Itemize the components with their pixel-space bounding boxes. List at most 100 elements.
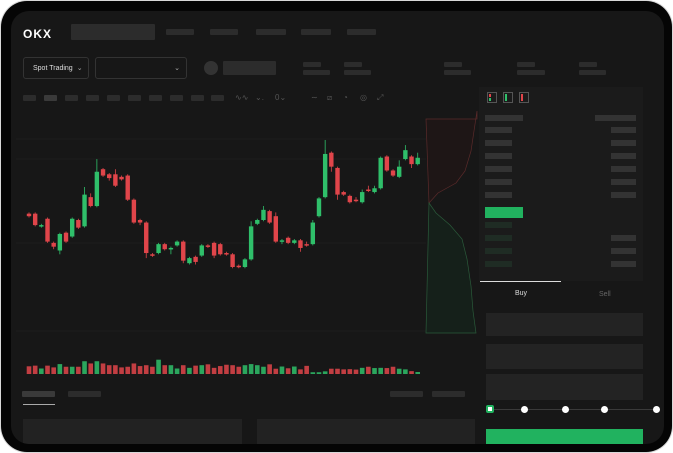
volume-bar xyxy=(100,363,106,374)
candle-body xyxy=(279,240,285,242)
candle-body xyxy=(88,197,93,207)
slider-step-50[interactable] xyxy=(562,406,569,413)
volume-bar xyxy=(193,365,198,374)
interval-button[interactable] xyxy=(149,95,162,101)
volume-bar xyxy=(304,365,309,374)
orderbook-amount xyxy=(611,248,636,254)
candle-body xyxy=(255,220,260,224)
nav-item[interactable] xyxy=(256,29,286,35)
candle-body xyxy=(310,222,316,245)
buy-button[interactable] xyxy=(486,429,643,444)
volume-bar xyxy=(94,361,100,374)
volume-bar xyxy=(359,367,365,374)
volume-bar xyxy=(57,364,63,374)
tab-buy[interactable]: Buy xyxy=(515,290,528,297)
interval-button[interactable] xyxy=(44,95,57,101)
pair-dropdown[interactable]: ⌄ xyxy=(95,57,187,79)
volume-bar xyxy=(292,366,297,374)
nav-item[interactable] xyxy=(166,29,194,35)
slider-step-75[interactable] xyxy=(601,406,608,413)
candle-body xyxy=(347,195,353,203)
percent-slider-handle[interactable] xyxy=(486,405,494,413)
filter-button[interactable] xyxy=(432,391,465,397)
bids-only-icon[interactable] xyxy=(503,92,513,103)
spot-trading-dropdown[interactable]: Spot Trading ⌄ xyxy=(23,57,89,79)
tab-order-history[interactable] xyxy=(68,391,101,397)
interval-button[interactable] xyxy=(107,95,120,101)
candle-body xyxy=(45,218,50,242)
tab-underline xyxy=(23,404,55,405)
volume-bar xyxy=(119,367,124,374)
volume-bar xyxy=(310,372,316,374)
stat-value xyxy=(444,70,471,75)
nav-item[interactable] xyxy=(210,29,238,35)
orderbook-amount xyxy=(611,166,636,172)
both-sides-icon[interactable] xyxy=(487,92,497,103)
volume-bar xyxy=(106,365,112,374)
orderbook-price xyxy=(485,127,512,133)
volume-bar xyxy=(230,365,235,374)
chevron-down-icon: ⌄ xyxy=(76,65,83,72)
tab-open-orders[interactable] xyxy=(22,391,55,397)
volume-bar xyxy=(285,368,291,374)
filter-button[interactable] xyxy=(390,391,423,397)
interval-button[interactable] xyxy=(211,95,224,101)
percent-slider-track[interactable] xyxy=(489,409,657,410)
interval-button[interactable] xyxy=(65,95,78,101)
nav-item[interactable] xyxy=(347,29,376,35)
candle-body xyxy=(174,241,180,246)
okx-logo: OKX xyxy=(23,27,53,41)
line-tool-icon[interactable]: ∼ xyxy=(311,93,318,102)
orderbook-price xyxy=(485,222,512,228)
volume-bar xyxy=(162,365,168,374)
candlestick-chart[interactable] xyxy=(16,111,481,381)
volume-bar xyxy=(366,366,371,374)
compare-icon[interactable]: 0⌄ xyxy=(275,93,287,102)
interval-button[interactable] xyxy=(128,95,141,101)
volume-bar xyxy=(279,366,285,374)
camera-icon[interactable]: ◔ xyxy=(343,93,348,102)
candle-body xyxy=(409,156,414,165)
orderbook-view-toggle xyxy=(487,92,529,103)
price-input[interactable] xyxy=(486,313,643,336)
candle-body xyxy=(292,240,297,243)
candle-body xyxy=(261,209,266,221)
orderbook-price xyxy=(485,248,512,254)
volume-bar xyxy=(174,368,180,374)
last-price xyxy=(485,207,523,218)
volume-bar xyxy=(187,367,192,374)
total-input[interactable] xyxy=(486,374,643,400)
interval-button[interactable] xyxy=(23,95,36,101)
stat-value xyxy=(344,70,371,75)
candle-body xyxy=(193,256,198,262)
volume-bar xyxy=(341,369,346,374)
settings-icon[interactable]: ◎ xyxy=(360,93,367,102)
amount-input[interactable] xyxy=(486,344,643,369)
volume-bar xyxy=(125,366,131,374)
orderbook-amount xyxy=(611,140,636,146)
interval-button[interactable] xyxy=(170,95,183,101)
ruler-icon[interactable]: ⧄ xyxy=(327,93,333,102)
volume-bar xyxy=(415,372,421,374)
volume-bar xyxy=(137,366,143,374)
tab-sell[interactable]: Sell xyxy=(599,291,611,298)
nav-item[interactable] xyxy=(301,29,331,35)
buy-tab-underline xyxy=(480,281,561,282)
interval-button[interactable] xyxy=(191,95,204,101)
volume-bar xyxy=(267,364,272,374)
search-input[interactable] xyxy=(71,24,155,40)
indicator-icon[interactable]: ∿∿ xyxy=(235,93,249,102)
slider-step-100[interactable] xyxy=(653,406,660,413)
fullscreen-icon[interactable]: ⤢ xyxy=(377,93,384,102)
candle-body xyxy=(335,167,340,195)
stat-value xyxy=(303,70,330,75)
volume-bar xyxy=(131,363,137,374)
slider-step-25[interactable] xyxy=(521,406,528,413)
asks-only-icon[interactable] xyxy=(519,92,529,103)
chart-type-icon[interactable]: ⌄. xyxy=(255,93,264,102)
candle-body xyxy=(63,232,69,242)
volume-bar xyxy=(39,368,44,374)
volume-bar xyxy=(347,369,353,374)
candle-body xyxy=(384,156,390,171)
interval-button[interactable] xyxy=(86,95,99,101)
